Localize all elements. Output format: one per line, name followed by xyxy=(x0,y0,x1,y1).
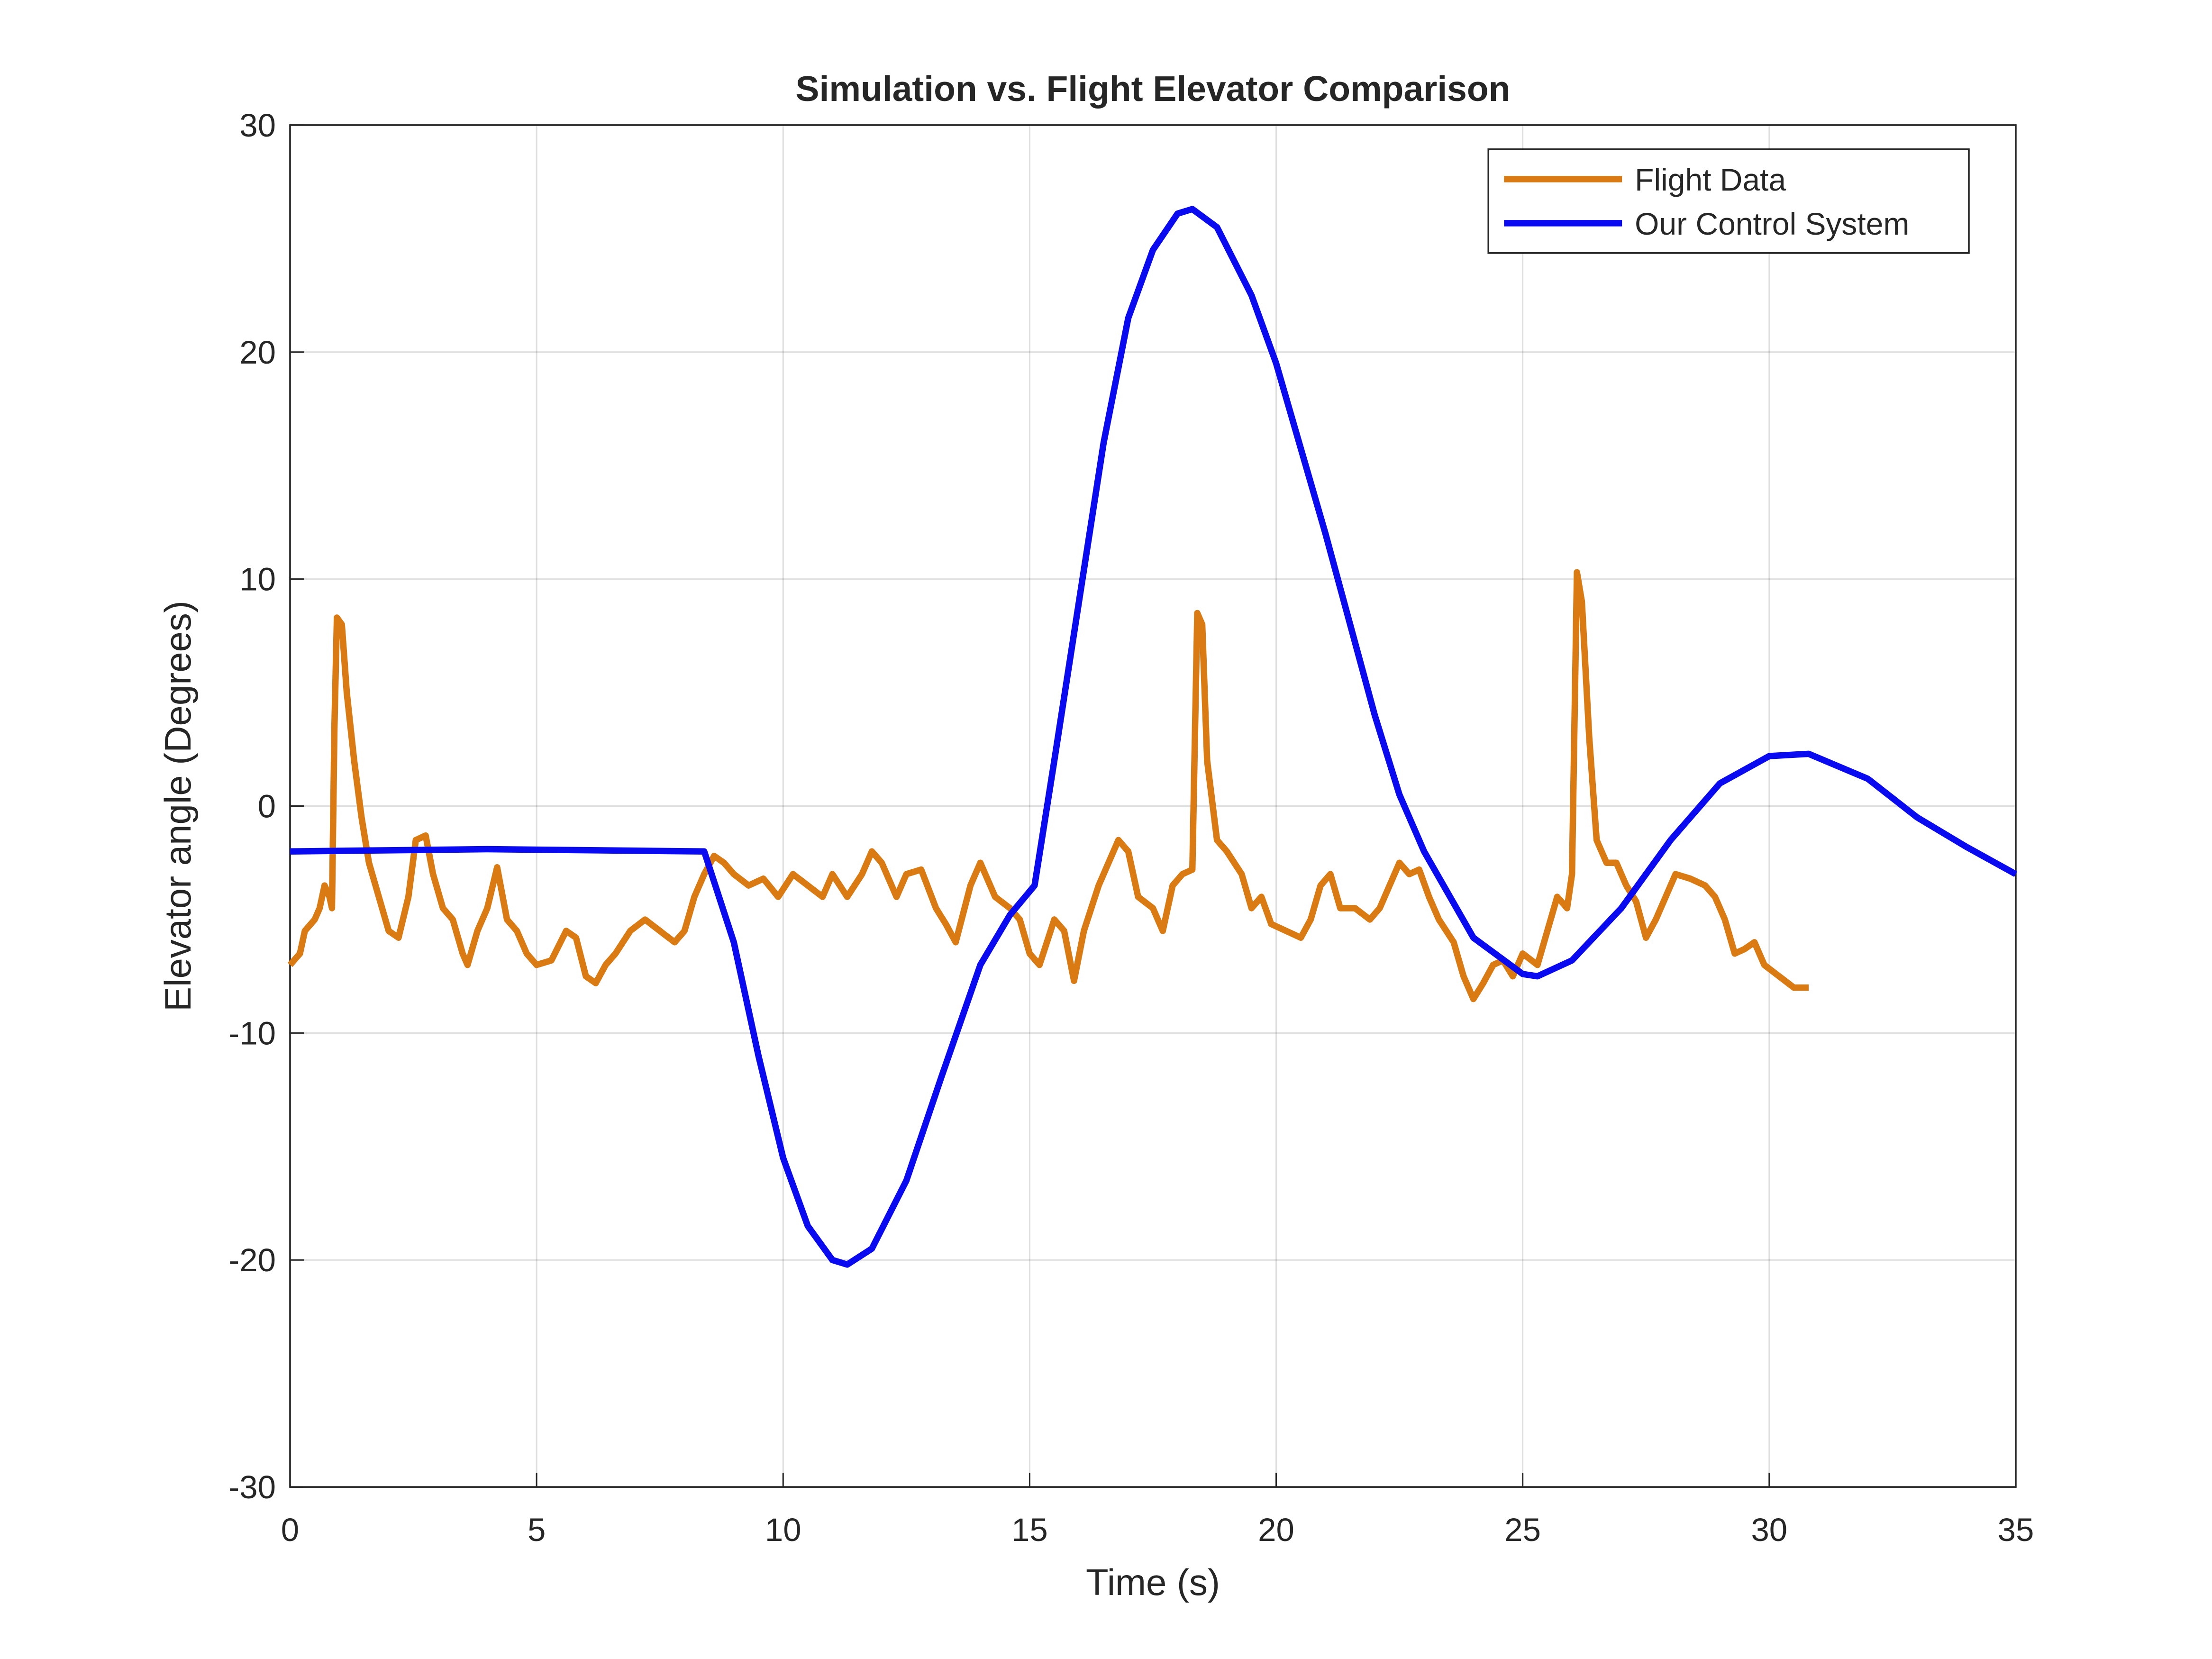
legend-label: Flight Data xyxy=(1635,162,1786,197)
plot-frame xyxy=(289,124,2017,1488)
x-tick-label: 25 xyxy=(1504,1512,1541,1548)
plot-area xyxy=(290,125,2016,1487)
y-tick-label: -10 xyxy=(228,1015,276,1051)
x-tick-label: 35 xyxy=(1998,1512,2034,1548)
y-tick-label: 10 xyxy=(239,561,276,598)
y-tick-label: 20 xyxy=(239,334,276,371)
x-tick-label: 5 xyxy=(528,1512,546,1548)
x-axis-label: Time (s) xyxy=(1086,1561,1220,1603)
legend-box xyxy=(1487,148,1970,254)
y-tick-label: 0 xyxy=(258,788,276,825)
y-tick-label: -30 xyxy=(228,1469,276,1505)
x-tick-label: 20 xyxy=(1258,1512,1294,1548)
legend-label: Our Control System xyxy=(1635,206,1909,241)
x-tick-label: 0 xyxy=(281,1512,299,1548)
series-line xyxy=(290,206,2018,1268)
x-tick-label: 30 xyxy=(1751,1512,1787,1548)
x-tick-label: 10 xyxy=(765,1512,801,1548)
x-tick-label: 15 xyxy=(1011,1512,1048,1548)
chart-title: Simulation vs. Flight Elevator Compariso… xyxy=(795,69,1510,109)
series-line xyxy=(287,569,1809,1003)
y-axis-label: Elevator angle (Degrees) xyxy=(157,601,199,1012)
y-tick-label: -20 xyxy=(228,1242,276,1278)
y-tick-label: 30 xyxy=(239,107,276,144)
